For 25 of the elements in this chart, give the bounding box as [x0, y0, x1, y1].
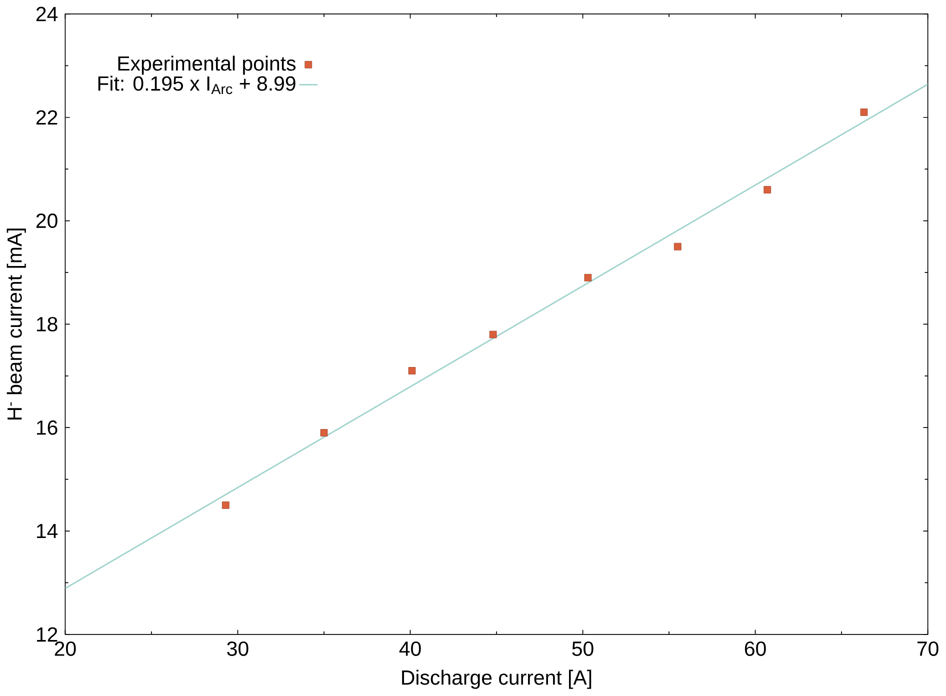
- y-tick-label: 18: [36, 317, 58, 332]
- legend-label: Experimental points: [118, 56, 296, 75]
- point: [408, 367, 416, 375]
- point: [222, 502, 230, 509]
- y-tick-label: 12: [36, 627, 58, 642]
- y-tick-label: 22: [36, 110, 58, 125]
- point: [674, 243, 682, 250]
- point: [584, 274, 592, 282]
- point: [860, 108, 868, 116]
- x-tick-label: 50: [572, 642, 594, 656]
- x-tick-label: 40: [399, 642, 421, 656]
- x-axis-title: Discharge current [A]: [402, 670, 592, 690]
- y-tick-label: 20: [36, 214, 58, 228]
- x-tick-label: 30: [227, 642, 248, 656]
- y-axis-title: H$^{-}$ beam current [mA]: [6, 228, 26, 420]
- point: [764, 186, 772, 194]
- y-tick-label: 14: [36, 524, 58, 538]
- x-tick-label: 70: [917, 642, 938, 656]
- point: [489, 331, 497, 338]
- y-tick-label: 24: [36, 6, 58, 22]
- x-tick-label: 60: [744, 642, 766, 656]
- point: [320, 429, 328, 437]
- y-tick-label: 16: [36, 420, 58, 435]
- legend-label: Fit: 0.195 x I$_{Arc}$ + 8.99: [98, 76, 296, 94]
- x-tick-label: 20: [54, 642, 76, 656]
